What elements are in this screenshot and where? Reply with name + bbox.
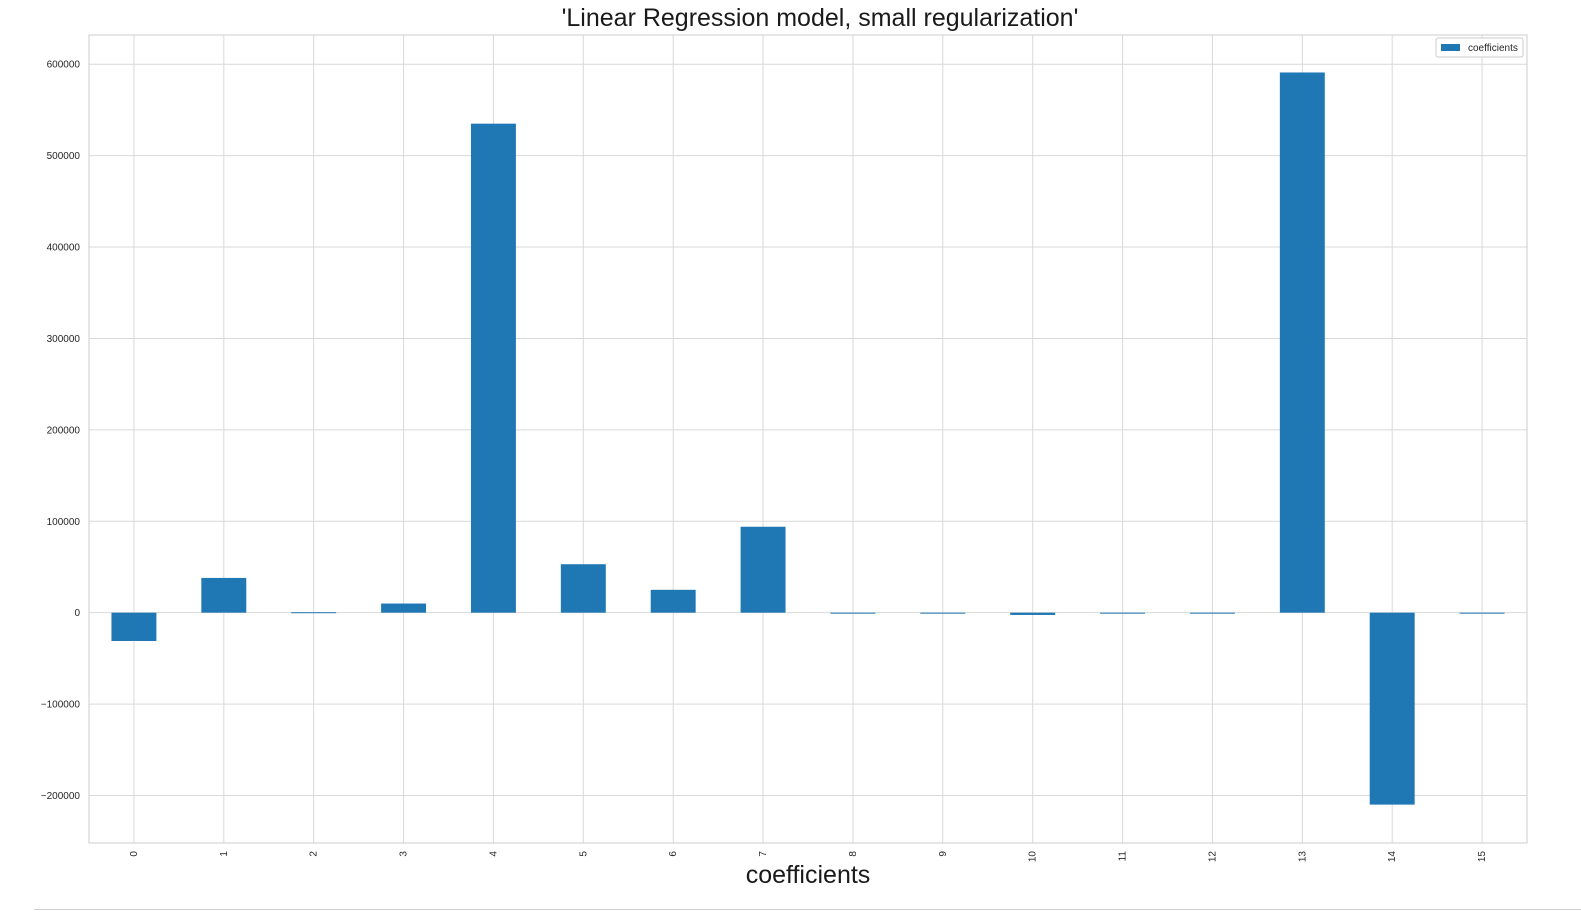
- bar-13: [1279, 72, 1325, 613]
- bar-7: [740, 526, 786, 613]
- bar-11: [1100, 612, 1146, 614]
- legend-box: [1435, 37, 1524, 58]
- bar-2: [291, 612, 337, 614]
- bar-4: [470, 123, 516, 613]
- x-tick-label: 13: [1297, 851, 1308, 863]
- y-tick-label: 200000: [47, 425, 81, 436]
- bottom-divider: [34, 909, 1581, 910]
- bar-1: [201, 577, 247, 613]
- bar-9: [920, 612, 966, 614]
- x-tick-label: 15: [1477, 851, 1488, 863]
- y-tick-label: −100000: [41, 700, 81, 711]
- y-tick-label: −200000: [41, 791, 81, 802]
- y-tick-label: 600000: [47, 60, 81, 71]
- y-tick-label: 500000: [47, 151, 81, 162]
- y-tick-labels: −200000 −100000 0 100000 200000 300000 400000 5…: [41, 60, 81, 802]
- x-tick-label: 7: [758, 851, 769, 857]
- legend: coefficients: [1435, 37, 1524, 58]
- x-tick-label: 1: [219, 851, 230, 857]
- bar-15: [1459, 612, 1505, 614]
- bar-6: [650, 589, 696, 613]
- y-tick-label: 0: [74, 608, 80, 619]
- y-tick-label: 400000: [47, 243, 81, 254]
- x-axis-label: coefficients: [746, 861, 871, 889]
- bar-5: [560, 564, 606, 613]
- chart-title: 'Linear Regression model, small regulari…: [561, 4, 1079, 32]
- x-tick-label: 8: [848, 851, 859, 857]
- x-tick-label: 0: [129, 851, 140, 857]
- bar-8: [830, 612, 876, 614]
- bar-3: [381, 603, 427, 613]
- legend-swatch: [1441, 44, 1460, 51]
- legend-label: coefficients: [1468, 43, 1518, 54]
- bars: [111, 72, 1505, 805]
- bar-14: [1369, 612, 1415, 805]
- y-tick-label: 100000: [47, 517, 81, 528]
- plot-frame: [88, 34, 1528, 844]
- x-tick-label: 5: [578, 851, 589, 857]
- x-tick-labels: 0 1 2 3 4 5 6 7 8 9 10 11 12 13 14 15: [129, 851, 1488, 863]
- x-tick-label: 11: [1118, 851, 1129, 862]
- bar-0: [111, 612, 157, 641]
- x-tick-label: 10: [1028, 851, 1039, 863]
- x-tick-label: 4: [488, 851, 499, 857]
- bar-10: [1010, 612, 1056, 615]
- x-tick-label: 14: [1387, 851, 1398, 863]
- x-tick-label: 3: [399, 851, 410, 857]
- x-tick-label: 6: [668, 851, 679, 857]
- x-tick-label: 12: [1207, 851, 1218, 863]
- x-tick-label: 9: [938, 851, 949, 857]
- y-tick-label: 300000: [47, 334, 81, 345]
- bar-12: [1189, 612, 1235, 614]
- x-tick-label: 2: [309, 851, 320, 857]
